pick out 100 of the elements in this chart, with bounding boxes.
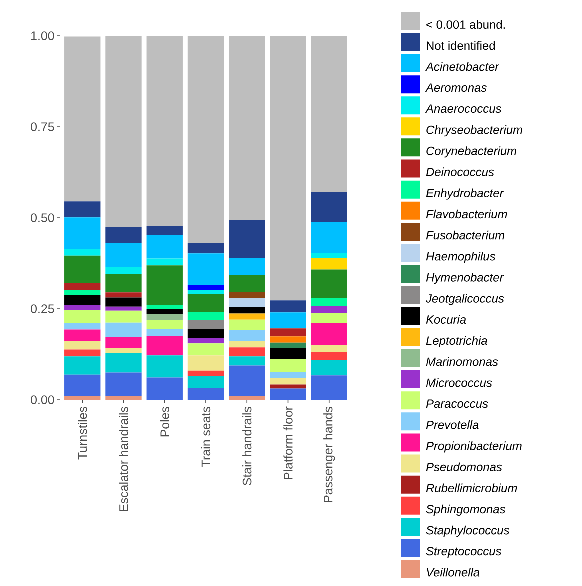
bar — [146, 356, 183, 378]
bar — [270, 336, 306, 343]
bar — [106, 298, 142, 307]
bar — [106, 36, 142, 228]
bar — [188, 356, 224, 371]
bar — [229, 292, 266, 298]
bar — [311, 323, 348, 346]
bar — [146, 336, 183, 356]
legend-label: Flavobacterium — [426, 210, 508, 219]
y-tick-label: 0.50 — [31, 214, 54, 222]
bar — [188, 254, 224, 285]
bar — [311, 192, 348, 222]
bar — [64, 256, 101, 284]
bar — [311, 36, 348, 193]
bar — [64, 356, 101, 375]
legend-label: Haemophilus — [426, 252, 496, 264]
bar — [311, 313, 348, 324]
bar — [270, 378, 306, 385]
bar — [188, 329, 224, 338]
x-tick-label: Escalator handrails — [119, 406, 128, 512]
bar — [188, 376, 224, 388]
bar — [64, 36, 101, 202]
bar — [64, 295, 101, 306]
bar — [270, 348, 306, 360]
legend-label: Acinetobacter — [425, 62, 500, 72]
y-tick-label: 1.00 — [32, 32, 54, 40]
bar — [146, 309, 183, 314]
legend-label: Sphingomonas — [426, 504, 506, 516]
bar — [229, 314, 266, 320]
bar — [106, 396, 142, 400]
bar — [311, 345, 348, 352]
legend-label: < 0.001 abund. — [426, 20, 506, 30]
bar — [229, 36, 266, 221]
bar — [64, 341, 101, 350]
bar — [270, 300, 306, 313]
bar — [270, 342, 306, 348]
bar — [106, 372, 142, 396]
legend-label: Streptococcus — [426, 547, 502, 558]
x-tick-label: Turnstiles — [78, 406, 88, 460]
bar — [229, 275, 266, 292]
bar — [64, 202, 101, 218]
bar — [229, 396, 266, 400]
bar — [229, 366, 266, 396]
legend-label: Hymenobacter — [426, 273, 504, 284]
legend-label: Rubellimicrobium — [426, 484, 518, 493]
bar — [311, 258, 348, 270]
legend-label: Staphylococcus — [426, 526, 510, 538]
bar — [229, 220, 266, 258]
legend-label: Chryseobacterium — [426, 126, 522, 137]
x-tick-label: Poles — [160, 406, 170, 437]
bar — [64, 374, 101, 396]
bar — [311, 360, 348, 376]
bar — [188, 370, 224, 376]
x-tick-label: Passenger hands — [324, 406, 336, 502]
bar — [64, 283, 101, 290]
bar — [311, 253, 348, 258]
bar — [188, 344, 224, 356]
bar — [229, 308, 266, 314]
bar — [188, 290, 224, 294]
bar — [311, 298, 348, 306]
legend-label: Anaerococcus — [425, 104, 502, 114]
x-tick-label: Platform floor — [284, 406, 293, 480]
bar — [146, 329, 183, 336]
legend-label: Paracoccus — [426, 400, 488, 408]
bar — [229, 356, 266, 366]
bar — [106, 227, 142, 244]
bar — [188, 284, 224, 290]
bar — [188, 338, 224, 344]
y-tick-label: 0.00 — [31, 396, 54, 404]
legend-label: Aeromonas — [425, 84, 487, 92]
bar — [229, 258, 266, 276]
legend-label: Jeotgalicoccus — [426, 294, 504, 306]
legend-label: Corynebacterium — [426, 146, 516, 158]
bar — [188, 320, 224, 330]
bar — [188, 312, 224, 320]
legend-label: Not identified — [427, 41, 496, 50]
bar — [64, 305, 101, 310]
bar — [64, 396, 101, 400]
bar — [146, 235, 183, 259]
bar — [270, 388, 306, 400]
bar — [64, 324, 101, 330]
bar — [106, 274, 142, 293]
bar — [270, 312, 306, 329]
bar — [188, 243, 224, 254]
legend-label: Marinomonas — [426, 357, 498, 366]
bar — [188, 36, 224, 244]
bar — [229, 348, 266, 357]
bar — [106, 306, 142, 311]
bar — [229, 320, 266, 330]
bar — [64, 218, 101, 249]
bar — [146, 314, 183, 320]
legend-label: Micrococcus — [426, 378, 492, 388]
bar — [146, 226, 183, 236]
bar — [64, 248, 101, 256]
bar — [270, 36, 306, 301]
legend-label: Propionibacterium — [426, 442, 522, 453]
legend-label: Prevotella — [426, 420, 479, 430]
bar — [311, 376, 348, 400]
bar — [270, 372, 306, 379]
legend-label: Deinococcus — [426, 168, 494, 176]
